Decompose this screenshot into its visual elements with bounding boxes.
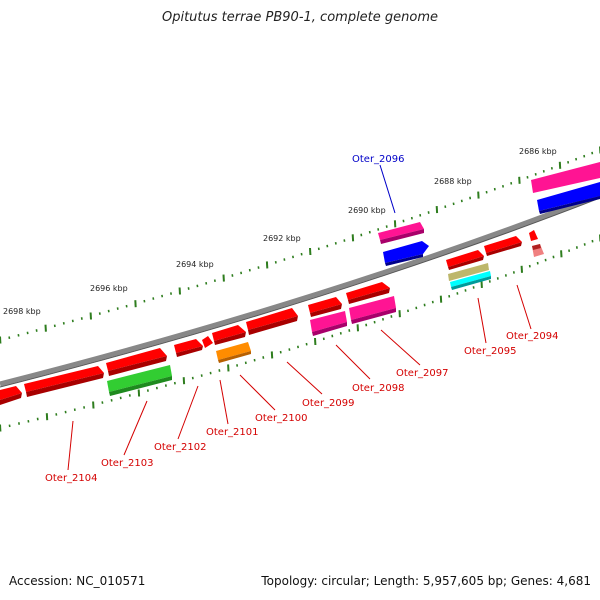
gene-2102-red-shade bbox=[176, 346, 203, 357]
gene-2098-red bbox=[308, 297, 342, 313]
gene-2095-red-shade bbox=[448, 256, 484, 270]
gene-top-right-blue-shade bbox=[539, 196, 600, 214]
gene-label-2103: Oter_2103 bbox=[101, 458, 154, 469]
gene-label-2097: Oter_2097 bbox=[396, 368, 449, 379]
gene-2100-red-shade bbox=[214, 332, 246, 345]
gene-label-2094: Oter_2094 bbox=[506, 331, 559, 342]
gene-label-2100: Oter_2100 bbox=[255, 413, 308, 424]
gene-2095-cyan bbox=[450, 271, 491, 287]
leader-2098 bbox=[335, 344, 371, 380]
inner-scale-ticks bbox=[0, 234, 600, 432]
scale-label-2698: 2698 kbp bbox=[3, 307, 41, 316]
gene-2097-pink bbox=[349, 296, 396, 320]
outer-scale-ticks bbox=[0, 146, 600, 344]
gene-2101-orange bbox=[216, 342, 251, 360]
scale-label-2696: 2696 kbp bbox=[90, 284, 128, 293]
gene-label-2095: Oter_2095 bbox=[464, 346, 517, 357]
gene-2103-green bbox=[107, 365, 172, 392]
gene-2101-red bbox=[202, 336, 213, 348]
gene-2103-red bbox=[106, 348, 167, 371]
gene-2096-blue-shade bbox=[385, 254, 423, 266]
gene-2099-red bbox=[246, 308, 298, 330]
map-title: Opitutus terrae PB90-1, complete genome bbox=[161, 10, 439, 25]
gene-label-2104: Oter_2104 bbox=[45, 473, 98, 484]
gene-2095-cyan-shade bbox=[451, 276, 491, 290]
gene-2094-red-shade bbox=[486, 242, 522, 256]
leader-2101 bbox=[219, 379, 229, 425]
gene-2095-khaki bbox=[448, 263, 489, 281]
gene-2101-orange-shade bbox=[218, 351, 251, 363]
scale-label-2694: 2694 kbp bbox=[176, 260, 214, 269]
gene-2098-pink-shade bbox=[312, 322, 347, 336]
leader-2096 bbox=[379, 164, 396, 214]
genome-summary-text: Topology: circular; Length: 5,957,605 bp… bbox=[261, 574, 591, 588]
gene-2103-red-shade bbox=[108, 356, 167, 376]
gene-left-edge-red bbox=[0, 386, 22, 400]
gene-2097-red bbox=[346, 282, 390, 300]
gene-2094-red bbox=[484, 236, 522, 253]
reverse-genes bbox=[107, 244, 544, 396]
gene-2097-red-shade bbox=[348, 288, 390, 304]
gene-2096-pink-shade bbox=[380, 229, 424, 244]
genome-backbone-shade bbox=[0, 197, 600, 388]
leader-2099 bbox=[286, 361, 323, 395]
gene-2102-red bbox=[174, 339, 203, 353]
leader-2097 bbox=[380, 329, 421, 366]
gene-top-right-blue bbox=[537, 182, 600, 211]
leader-2094 bbox=[516, 284, 532, 330]
scale-label-2690: 2690 kbp bbox=[348, 206, 386, 215]
gene-label-2098: Oter_2098 bbox=[352, 383, 405, 394]
gene-small-red bbox=[529, 230, 538, 241]
gene-2097-pink-shade bbox=[351, 308, 396, 324]
forward-genes bbox=[0, 162, 600, 405]
gene-2096-pink bbox=[378, 222, 424, 240]
gene-label-2101: Oter_2101 bbox=[206, 427, 259, 438]
gene-2098-red-shade bbox=[310, 304, 342, 317]
gene-2100-red bbox=[212, 325, 246, 341]
gene-2095-red bbox=[446, 250, 484, 267]
leader-2100 bbox=[239, 374, 276, 411]
accession-text: Accession: NC_010571 bbox=[9, 574, 146, 588]
gene-2094-pink-top bbox=[532, 244, 541, 250]
gene-2104-red-shade bbox=[26, 373, 104, 397]
scale-label-2692: 2692 kbp bbox=[263, 234, 301, 243]
gene-left-edge-red-shade bbox=[0, 393, 22, 405]
gene-2096-blue bbox=[383, 241, 429, 263]
leader-2103 bbox=[123, 400, 148, 456]
gene-2099-red-shade bbox=[248, 316, 298, 335]
gene-2103-green-shade bbox=[109, 376, 172, 396]
genome-backbone bbox=[0, 192, 600, 387]
scale-label-2688: 2688 kbp bbox=[434, 177, 472, 186]
gene-label-2099: Oter_2099 bbox=[302, 398, 355, 409]
leader-2102 bbox=[177, 385, 199, 440]
leader-2104 bbox=[67, 420, 74, 471]
leader-lines bbox=[67, 164, 532, 471]
leader-2095 bbox=[477, 297, 487, 344]
gene-2098-pink bbox=[310, 311, 347, 332]
gene-label-2096: Oter_2096 bbox=[352, 154, 405, 165]
gene-top-right-pink bbox=[531, 162, 600, 193]
scale-label-2686: 2686 kbp bbox=[519, 147, 557, 156]
gene-label-2102: Oter_2102 bbox=[154, 442, 207, 453]
gene-2104-red bbox=[24, 366, 104, 392]
